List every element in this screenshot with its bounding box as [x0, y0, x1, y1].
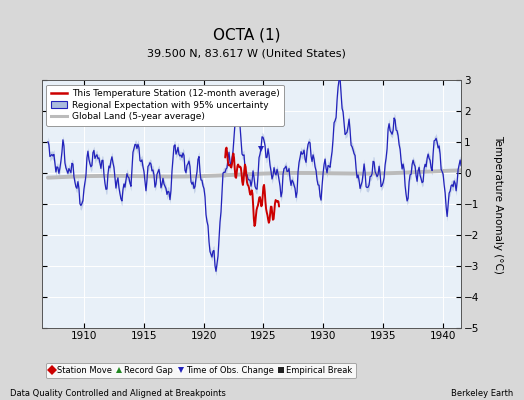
Text: Data Quality Controlled and Aligned at Breakpoints: Data Quality Controlled and Aligned at B… — [10, 389, 226, 398]
Text: OCTA (1): OCTA (1) — [213, 27, 280, 42]
Text: 39.500 N, 83.617 W (United States): 39.500 N, 83.617 W (United States) — [147, 48, 346, 58]
Legend: Station Move, Record Gap, Time of Obs. Change, Empirical Break: Station Move, Record Gap, Time of Obs. C… — [46, 363, 356, 378]
Y-axis label: Temperature Anomaly (°C): Temperature Anomaly (°C) — [493, 134, 503, 274]
Text: Berkeley Earth: Berkeley Earth — [451, 389, 514, 398]
